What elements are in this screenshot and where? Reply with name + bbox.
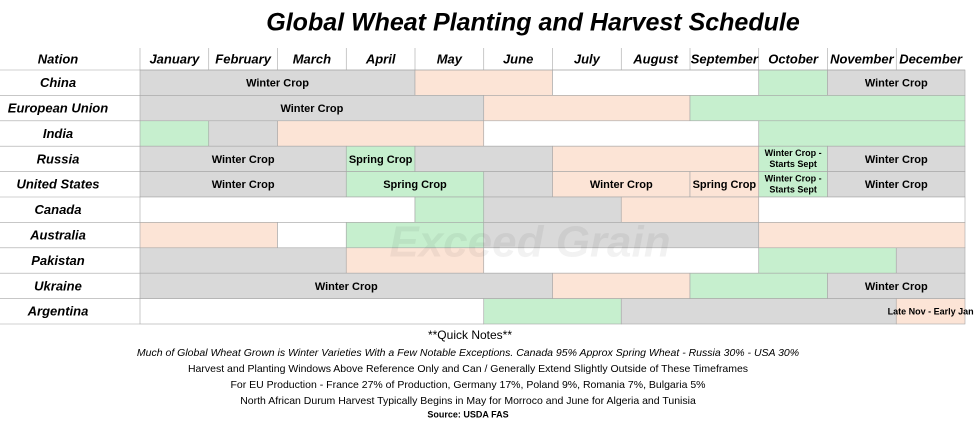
cell [758, 171, 828, 198]
cell [139, 272, 553, 299]
cell-label: Winter Crop [315, 281, 378, 293]
source: Source: USDA FAS [427, 409, 508, 419]
nation: India [43, 126, 73, 141]
cell [827, 145, 966, 172]
nation: China [40, 75, 76, 90]
cell [689, 95, 966, 122]
month-header: February [215, 51, 271, 66]
nation: Argentina [27, 304, 89, 319]
cell [552, 171, 691, 198]
month-header: December [899, 51, 963, 66]
month-header: October [768, 51, 819, 66]
month-header: May [437, 51, 463, 66]
cell-label: Winter Crop [865, 281, 928, 293]
month-header: July [574, 51, 601, 66]
cell-label: Spring Crop [693, 179, 757, 191]
cell-label: Winter Crop [865, 179, 928, 191]
cell [895, 247, 966, 274]
cell [139, 247, 347, 274]
nation: United States [16, 177, 99, 192]
month-header: January [149, 51, 200, 66]
cell-label: Late Nov - Early Jan [888, 307, 974, 317]
cell [345, 247, 485, 274]
cell [620, 298, 897, 325]
nation: Ukraine [34, 278, 82, 293]
cell [552, 69, 760, 96]
note-line: North African Durum Harvest Typically Be… [240, 395, 696, 407]
month-header: March [293, 51, 331, 66]
cell [895, 298, 966, 325]
cell [758, 120, 966, 147]
cell [758, 222, 966, 249]
cell [483, 298, 622, 325]
cell [483, 196, 622, 223]
cell-label: Spring Crop [383, 179, 447, 191]
cell [758, 196, 966, 223]
cell [139, 222, 278, 249]
cell [620, 196, 760, 223]
note-line: Harvest and Planting Windows Above Refer… [188, 363, 748, 375]
cell-label: Spring Crop [349, 154, 413, 166]
cell-label: Winter Crop [280, 103, 343, 115]
note-line: Much of Global Wheat Grown is Winter Var… [137, 347, 799, 359]
watermark: Exceed Grain [389, 218, 670, 267]
cell-label: Winter Crop [865, 154, 928, 166]
cell-label: Winter Crop [865, 78, 928, 90]
cell [552, 272, 691, 299]
nation: Pakistan [31, 253, 85, 268]
cell [139, 69, 416, 96]
month-header: September [691, 51, 759, 66]
notes-heading: **Quick Notes** [428, 328, 512, 342]
cell [483, 120, 760, 147]
cell [139, 298, 485, 325]
cell [277, 120, 485, 147]
cell [139, 120, 210, 147]
cell-label: Winter Crop [212, 179, 275, 191]
cell-label: Winter Crop -Starts Sept [765, 174, 822, 195]
cell-label: Winter Crop [590, 179, 653, 191]
note-line: For EU Production - France 27% of Produc… [230, 379, 705, 391]
cell [483, 171, 553, 198]
nation: Canada [35, 202, 82, 217]
cell [483, 247, 760, 274]
cell [139, 196, 416, 223]
nation: European Union [8, 101, 108, 116]
cell [483, 95, 691, 122]
title: Global Wheat Planting and Harvest Schedu… [266, 9, 800, 37]
cell-label: Winter Crop [212, 154, 275, 166]
cell [345, 171, 485, 198]
month-header: August [632, 51, 678, 66]
cell [689, 171, 760, 198]
nation: Russia [37, 151, 80, 166]
cell [414, 69, 553, 96]
cell [345, 222, 485, 249]
cell [827, 69, 966, 96]
month-header: November [830, 51, 895, 66]
month-header: June [503, 51, 533, 66]
cell [689, 272, 828, 299]
nation: Australia [29, 228, 86, 243]
cell-label: Winter Crop [246, 78, 309, 90]
cell [414, 145, 553, 172]
cell-label: Winter Crop -Starts Sept [765, 149, 822, 170]
cell [758, 247, 897, 274]
nation-header: Nation [38, 51, 79, 66]
month-header: April [365, 51, 396, 66]
cell [758, 69, 828, 96]
cell [552, 145, 760, 172]
cell [208, 120, 278, 147]
cell [483, 222, 760, 249]
cell [277, 222, 347, 249]
